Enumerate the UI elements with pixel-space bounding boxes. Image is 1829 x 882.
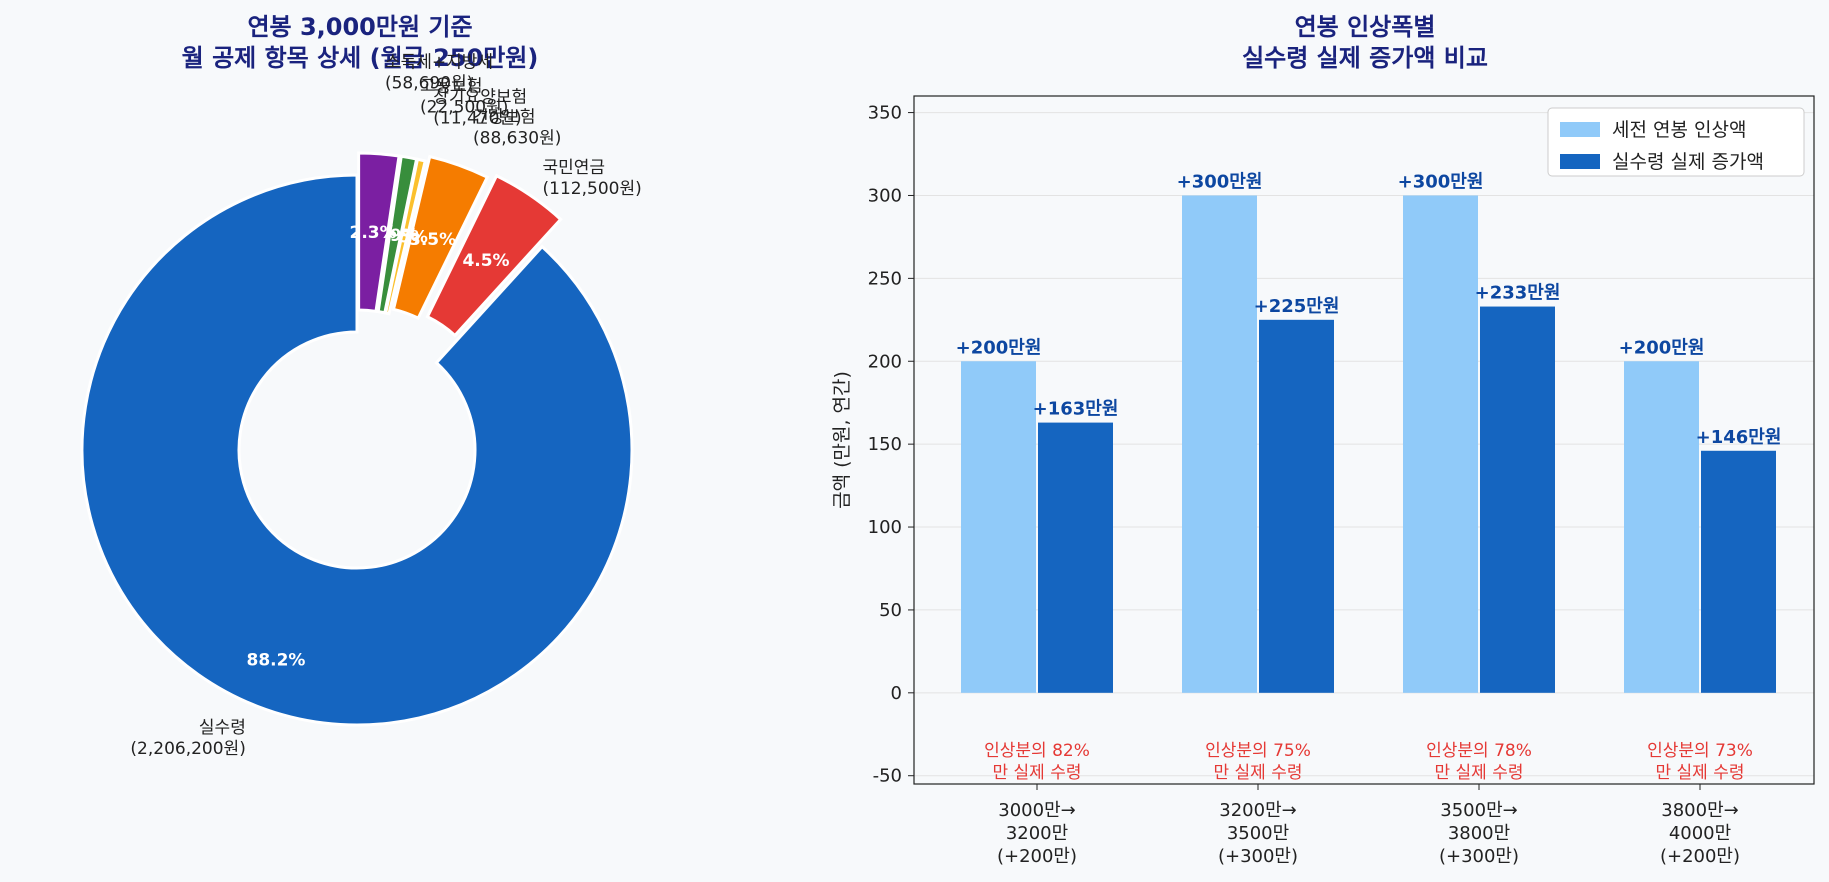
bar-value-label-0-2: +300만원	[1398, 171, 1484, 192]
x-tick-label-1-1: 3500만	[1227, 823, 1289, 844]
bar-value-label-1-2: +233만원	[1475, 283, 1561, 304]
y-tick-label: 250	[868, 268, 902, 289]
pie-slice-2	[391, 154, 490, 321]
y-tick-label: 200	[868, 351, 902, 372]
x-tick-label-0-2: (+200만)	[997, 846, 1077, 867]
plot-frame	[913, 95, 1815, 785]
pie-label-value-2: (88,630원)	[473, 128, 561, 148]
pie-label-value-0: (2,206,200원)	[130, 739, 245, 759]
pie-pct-label-1: 4.5%	[462, 251, 509, 271]
pie-label-value-3: (11,470원)	[433, 108, 521, 128]
y-tick-label: 50	[879, 600, 902, 621]
pie-label-name-4: 고용보험	[420, 76, 483, 96]
y-tick-label: -50	[873, 766, 902, 787]
x-tick-label-2-0: 3500만→	[1440, 800, 1517, 821]
bar-value-label-0-1: +300만원	[1177, 171, 1263, 192]
pie-slice-0	[80, 173, 634, 727]
donut-chart: 88.2% 실수령(2,206,200원) 4.5% 국민연금(112,500원) 3.…	[80, 53, 642, 759]
bar-title-line2: 실수령 실제 증가액 비교	[1242, 44, 1488, 72]
pie-label-value-4: (22,500원)	[420, 97, 508, 117]
pie-pct-label-5: 2.3%	[350, 223, 397, 243]
pie-pct-label-2: 3.5%	[409, 230, 456, 250]
legend-label-0: 세전 연봉 인상액	[1612, 119, 1746, 141]
x-tick-label-0-1: 3200만	[1006, 823, 1068, 844]
pie-title-line1: 연봉 3,000만원 기준	[247, 13, 472, 41]
pie-label-name-0: 실수령	[199, 718, 246, 738]
bar-0-1	[1182, 195, 1257, 693]
bar-value-label-0-3: +200만원	[1619, 337, 1705, 358]
pie-pct-label-0: 88.2%	[246, 650, 305, 670]
x-tick-label-2-1: 3800만	[1448, 823, 1510, 844]
bar-note-2-0: 인상분의 78%	[1426, 741, 1532, 761]
pie-label-value-5: (58,690원)	[385, 74, 473, 94]
x-tick-label-3-1: 4000만	[1669, 823, 1731, 844]
x-tick-label-3-2: (+200만)	[1660, 846, 1740, 867]
pie-label-name-1: 국민연금	[543, 158, 606, 178]
y-tick-label: 350	[868, 103, 902, 124]
pie-slice-5	[357, 151, 401, 314]
legend-swatch-0	[1560, 122, 1600, 137]
x-tick-label-2-2: (+300만)	[1439, 846, 1519, 867]
y-tick-label: 0	[891, 683, 902, 704]
pie-label-name-2: 건강보험	[473, 107, 536, 127]
bar-0-3	[1624, 361, 1699, 693]
bar-0-2	[1403, 195, 1478, 693]
x-tick-label-0-0: 3000만→	[998, 800, 1075, 821]
bar-0-0	[961, 361, 1036, 693]
pie-slice-1	[425, 173, 563, 338]
bar-chart: -50 0 50 100 150 200 250 300 350 +200만원 +300만원 +300…	[831, 95, 1815, 867]
bar-1-0	[1038, 422, 1113, 693]
y-tick-label: 100	[868, 517, 902, 538]
y-tick-label: 150	[868, 434, 902, 455]
bar-note-1-1: 만 실제 수령	[1213, 763, 1302, 783]
bar-value-label-1-1: +225만원	[1254, 296, 1340, 317]
pie-title-line2: 월 공제 항목 상세 (월급 250만원)	[182, 44, 539, 72]
pie-slice-4	[376, 154, 419, 315]
y-tick-label: 300	[868, 185, 902, 206]
bar-note-2-1: 만 실제 수령	[1434, 763, 1523, 783]
bar-note-0-1: 만 실제 수령	[992, 763, 1081, 783]
x-tick-label-3-0: 3800만→	[1661, 800, 1738, 821]
x-tick-label-1-0: 3200만→	[1219, 800, 1296, 821]
bar-1-3	[1701, 450, 1776, 693]
bar-note-0-0: 인상분의 82%	[984, 741, 1090, 761]
pie-label-value-1: (112,500원)	[543, 179, 642, 199]
legend-box	[1547, 107, 1805, 177]
bar-note-3-0: 인상분의 73%	[1647, 741, 1753, 761]
bar-value-label-1-3: +146만원	[1696, 427, 1782, 448]
bar-note-3-1: 만 실제 수령	[1655, 763, 1744, 783]
bar-value-label-0-0: +200만원	[956, 337, 1042, 358]
legend-swatch-1	[1560, 154, 1600, 169]
bar-1-1	[1259, 319, 1334, 693]
pie-label-name-3: 장기요양보험	[433, 87, 527, 107]
pie-label-name-5: 소득세+지방세	[385, 53, 493, 73]
x-tick-label-1-2: (+300만)	[1218, 846, 1298, 867]
bar-note-1-0: 인상분의 75%	[1205, 741, 1311, 761]
y-axis-label: 금액 (만원, 연간)	[831, 371, 853, 509]
bar-title-line1: 연봉 인상폭별	[1295, 13, 1436, 41]
bar-1-2	[1480, 306, 1555, 693]
bar-value-label-1-0: +163만원	[1033, 399, 1119, 420]
legend-label-1: 실수령 실제 증가액	[1612, 151, 1764, 173]
